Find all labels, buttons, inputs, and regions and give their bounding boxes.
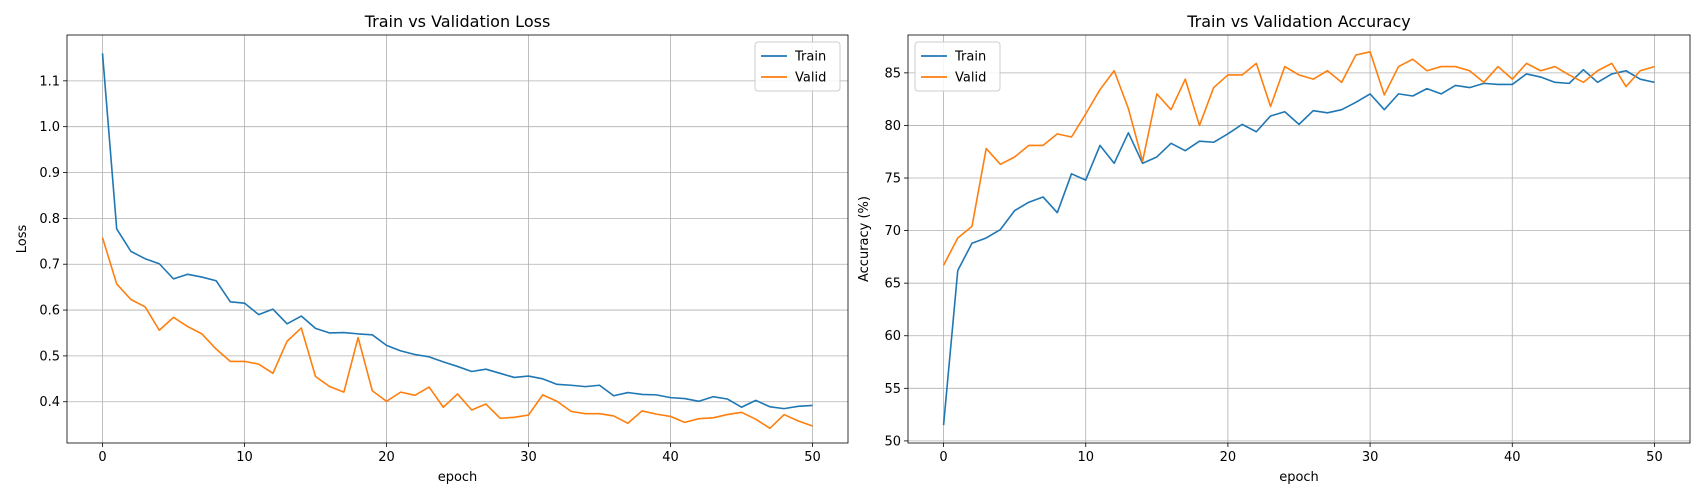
plot-frame — [907, 34, 1691, 444]
x-tick-label: 30 — [1362, 450, 1379, 465]
x-tick-label: 10 — [1077, 450, 1094, 465]
legend-label-train: Train — [954, 50, 986, 65]
y-tick-label: 0.6 — [39, 304, 60, 319]
y-tick-label: 1.0 — [39, 120, 60, 135]
series-line-valid — [942, 51, 1655, 266]
x-tick-label: 40 — [662, 450, 679, 465]
legend-box — [754, 41, 841, 92]
loss-chart: 0 10 20 30 40 50 0.4 0.5 0.6 0.7 0.8 0.9 1.0 1.1 Train… — [15, 12, 849, 485]
legend-label-train: Train — [794, 50, 826, 65]
y-tick-label: 85 — [884, 66, 901, 81]
x-tick-label: 20 — [1220, 450, 1237, 465]
accuracy-chart: 0 10 20 30 40 50 50 55 60 65 70 75 80 85 Train vs Vali… — [857, 12, 1691, 485]
y-tick-label: 0.4 — [39, 395, 60, 410]
y-axis-label: Accuracy (%) — [857, 196, 872, 282]
legend: Train Valid — [914, 41, 1001, 92]
y-tick-label: 0.5 — [39, 349, 60, 364]
chart-title: Train vs Validation Accuracy — [1186, 12, 1411, 31]
plot-frame — [66, 34, 849, 444]
y-tick-label: 70 — [884, 224, 901, 239]
series-line-valid — [101, 237, 813, 430]
y-tick-label: 0.9 — [39, 166, 60, 181]
y-tick-label: 0.8 — [39, 212, 60, 227]
y-tick-label: 80 — [884, 119, 901, 134]
series-line-train — [942, 68, 1655, 426]
y-tick-label: 60 — [884, 329, 901, 344]
legend-label-valid: Valid — [955, 71, 986, 86]
x-axis-label: epoch — [1279, 470, 1319, 485]
y-axis-label: Loss — [15, 225, 30, 254]
x-tick-label: 20 — [378, 450, 395, 465]
legend-label-valid: Valid — [795, 71, 826, 86]
x-tick-label: 40 — [1504, 450, 1521, 465]
y-tick-label: 0.7 — [39, 258, 60, 273]
x-tick-label: 50 — [1646, 450, 1663, 465]
legend-box — [914, 41, 1001, 92]
x-tick-label: 0 — [98, 450, 106, 465]
chart-title: Train vs Validation Loss — [364, 12, 551, 31]
x-tick-label: 50 — [804, 450, 821, 465]
y-tick-label: 75 — [884, 172, 901, 187]
x-tick-label: 30 — [520, 450, 537, 465]
y-tick-label: 55 — [884, 382, 901, 397]
x-tick-label: 10 — [236, 450, 253, 465]
x-axis-label: epoch — [438, 470, 478, 485]
y-tick-label: 50 — [884, 434, 901, 449]
legend: Train Valid — [754, 41, 841, 92]
y-tick-label: 1.1 — [39, 74, 60, 89]
y-tick-label: 65 — [884, 277, 901, 292]
series-line-train — [101, 53, 813, 410]
x-tick-label: 0 — [939, 450, 947, 465]
